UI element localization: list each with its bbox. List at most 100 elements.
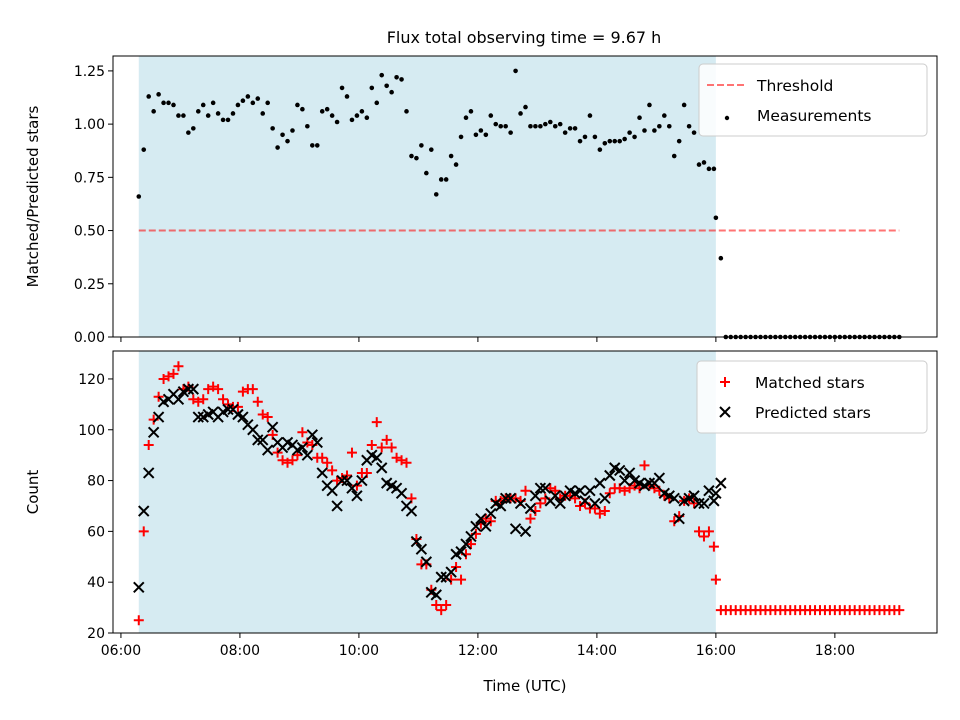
measurement-point (354, 113, 360, 118)
legend-label: Matched stars (755, 374, 865, 392)
measurement-point (230, 111, 236, 116)
bottom-ytick-label: 40 (87, 575, 105, 591)
matched-star-point (599, 506, 610, 517)
predicted-star-point (584, 485, 596, 497)
predicted-star-point (465, 530, 477, 543)
bottom-legend (696, 360, 928, 434)
predicted-star-point (187, 383, 200, 395)
predicted-star-point (549, 490, 561, 502)
measurement-point (265, 100, 270, 106)
predicted-star-point (395, 487, 408, 499)
measurement-point (210, 100, 216, 106)
matched-star-point (708, 541, 719, 552)
bottom-ylabel: Count (24, 470, 42, 515)
xtick-label: 10:00 (339, 643, 379, 659)
predicted-star-point (643, 477, 656, 489)
measurement-point (334, 119, 340, 125)
predicted-star-point (152, 411, 165, 423)
measurement-point (508, 130, 513, 135)
measurement-point (146, 94, 151, 99)
predicted-star-point (356, 474, 368, 487)
measurement-point (176, 113, 181, 118)
matched-star-point (703, 526, 714, 537)
measurement-point (528, 123, 533, 129)
measurement-point (642, 128, 647, 133)
predicted-star-point (599, 492, 611, 505)
matched-star-point (371, 417, 382, 428)
predicted-star-point (698, 497, 710, 510)
predicted-star-point (252, 434, 264, 446)
measurement-point (652, 128, 657, 133)
measurement-point (359, 109, 365, 114)
measurement-point (285, 138, 290, 144)
measurement-point (161, 100, 166, 106)
bottom-ytick-label: 80 (87, 474, 105, 490)
predicted-star-point (247, 424, 259, 436)
predicted-star-point (346, 482, 358, 494)
measurement-point (443, 177, 449, 182)
predicted-star-point (710, 487, 722, 499)
bottom-frame (112, 350, 938, 634)
matched-star-point (689, 498, 700, 509)
predicted-star-point (316, 467, 328, 479)
measurement-point (518, 111, 523, 116)
matched-star-point (327, 465, 338, 476)
predicted-star-point (192, 411, 204, 423)
xtick-label: 06:00 (101, 643, 141, 659)
predicted-star-point (172, 393, 185, 405)
measurement-point (250, 100, 256, 106)
matched-star-point (297, 427, 308, 438)
measurement-point (637, 115, 642, 121)
predicted-star-point (266, 421, 279, 433)
measurement-point (666, 123, 672, 129)
measurement-point (713, 215, 719, 221)
legend-predicted-swatch (719, 406, 731, 418)
bottom-panel: 20 40 60 80 100 120 06:00 08:00 10:00 12:00 14:00 1… (24, 350, 938, 695)
measurement-point (691, 130, 697, 135)
measurement-point (191, 126, 196, 131)
xtick-label: 18:00 (815, 643, 855, 659)
measurement-point (225, 117, 231, 123)
predicted-star-point (589, 497, 601, 510)
predicted-star-point (653, 472, 666, 484)
matched-star-point (485, 516, 496, 527)
measurement-point (543, 121, 548, 127)
matched-star-point (525, 513, 536, 524)
predicted-star-point (430, 589, 442, 601)
predicted-star-point (519, 525, 532, 538)
measurement-point (607, 138, 613, 144)
legend-matched-swatch (720, 377, 730, 387)
measurement-point (419, 143, 424, 148)
measurement-point (141, 147, 147, 152)
matched-star-point (366, 440, 377, 450)
matched-star-point (604, 488, 615, 499)
measurement-point (270, 126, 275, 131)
predicted-star-point (604, 469, 616, 482)
predicted-star-point (326, 485, 338, 497)
measurement-point (215, 111, 221, 116)
measurement-point (136, 194, 142, 199)
predicted-star-point (306, 429, 319, 441)
predicted-star-point (623, 467, 636, 479)
measurement-point (503, 123, 508, 129)
matched-star-point (247, 384, 258, 395)
predicted-star-point (261, 444, 274, 456)
predicted-star-point (470, 520, 482, 533)
predicted-star-point (579, 495, 591, 507)
measurement-point (657, 123, 662, 129)
measurement-point (166, 100, 171, 106)
measurement-point (240, 98, 246, 104)
matched-star-point (198, 394, 209, 405)
predicted-star-point (529, 490, 542, 502)
measurement-point (671, 153, 677, 159)
measurement-point (453, 162, 459, 167)
measurement-point (557, 121, 563, 127)
measurement-point (488, 113, 494, 118)
predicted-star-point (455, 545, 467, 558)
measurement-point (235, 102, 241, 108)
measurement-point (647, 102, 652, 108)
matched-star-point (589, 503, 600, 514)
measurement-point (622, 136, 627, 142)
top-ytick-label: 0.25 (74, 277, 105, 293)
